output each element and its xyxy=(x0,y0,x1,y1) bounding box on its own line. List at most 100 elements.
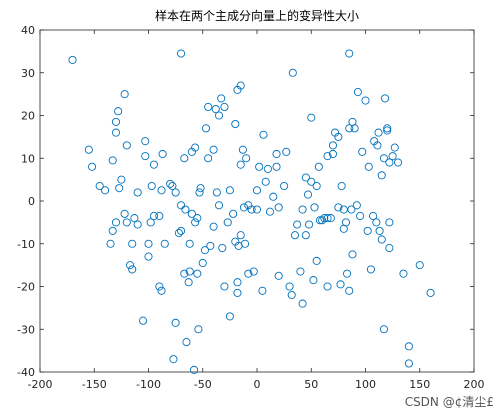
point xyxy=(404,359,413,368)
point xyxy=(323,152,332,161)
point xyxy=(345,124,354,133)
point xyxy=(310,203,319,212)
point xyxy=(312,256,321,265)
point xyxy=(194,325,203,334)
point xyxy=(225,186,234,195)
point xyxy=(190,365,199,374)
point xyxy=(287,290,296,300)
point xyxy=(399,269,408,278)
y-tick-label: -20 xyxy=(17,281,35,294)
point xyxy=(120,209,129,218)
point xyxy=(169,355,178,364)
point xyxy=(191,143,200,152)
x-tick-label: 50 xyxy=(304,378,318,391)
point xyxy=(298,299,307,308)
point xyxy=(320,214,329,223)
point xyxy=(274,271,283,280)
point xyxy=(390,143,399,152)
point xyxy=(236,160,245,169)
point xyxy=(385,243,394,253)
point xyxy=(212,188,221,197)
point xyxy=(272,149,281,159)
point xyxy=(415,261,424,270)
x-tick-label: -50 xyxy=(194,378,212,391)
point xyxy=(182,338,191,347)
point xyxy=(141,137,150,146)
y-tick-label: -30 xyxy=(17,323,35,336)
point xyxy=(274,203,283,212)
point xyxy=(176,201,186,210)
point xyxy=(358,147,367,156)
point xyxy=(193,214,202,223)
point xyxy=(115,184,124,193)
point xyxy=(181,205,190,214)
point xyxy=(214,201,224,210)
point xyxy=(174,229,183,238)
point xyxy=(301,173,310,182)
point xyxy=(263,164,272,173)
point xyxy=(198,258,207,268)
point xyxy=(247,205,256,214)
point xyxy=(117,175,126,184)
point xyxy=(252,186,262,195)
point xyxy=(233,278,242,287)
point xyxy=(141,152,150,161)
point xyxy=(374,128,383,137)
point xyxy=(345,49,354,58)
point xyxy=(233,288,242,297)
point xyxy=(144,252,153,261)
point xyxy=(326,214,335,223)
point xyxy=(236,231,245,240)
point xyxy=(149,160,158,169)
point xyxy=(120,90,129,99)
point xyxy=(242,154,251,163)
point xyxy=(373,141,382,150)
point xyxy=(68,55,77,64)
point xyxy=(348,250,357,259)
point xyxy=(366,265,375,274)
x-tick-label: 200 xyxy=(464,378,485,391)
point xyxy=(301,231,310,240)
point xyxy=(209,222,218,231)
x-tick-label: -100 xyxy=(136,378,161,391)
point xyxy=(101,186,110,195)
point xyxy=(236,81,245,90)
point xyxy=(347,205,356,214)
point xyxy=(231,120,240,129)
point xyxy=(388,152,397,161)
point xyxy=(404,342,413,351)
point xyxy=(334,132,343,141)
point xyxy=(323,214,332,223)
point xyxy=(379,154,388,163)
point xyxy=(244,269,253,278)
point xyxy=(361,96,370,105)
point xyxy=(206,241,215,250)
point xyxy=(282,147,291,156)
point xyxy=(290,231,300,240)
x-tick-label: -200 xyxy=(28,378,53,391)
point xyxy=(111,128,120,137)
point xyxy=(171,188,180,197)
point xyxy=(185,267,194,276)
point xyxy=(204,154,213,163)
point xyxy=(185,239,194,248)
point xyxy=(220,102,229,111)
x-tick-label: 100 xyxy=(355,378,376,391)
point xyxy=(187,209,196,218)
point xyxy=(285,282,294,291)
point xyxy=(204,102,213,111)
point xyxy=(353,87,362,97)
point xyxy=(184,278,193,287)
point xyxy=(296,267,305,276)
point xyxy=(393,158,403,167)
point xyxy=(220,282,229,291)
y-tick-label: -10 xyxy=(17,238,35,251)
point xyxy=(84,145,93,154)
point xyxy=(315,216,324,225)
point xyxy=(238,145,247,154)
point xyxy=(309,276,318,285)
point xyxy=(345,286,354,295)
point xyxy=(255,162,264,171)
point xyxy=(385,218,394,227)
point xyxy=(252,205,262,214)
